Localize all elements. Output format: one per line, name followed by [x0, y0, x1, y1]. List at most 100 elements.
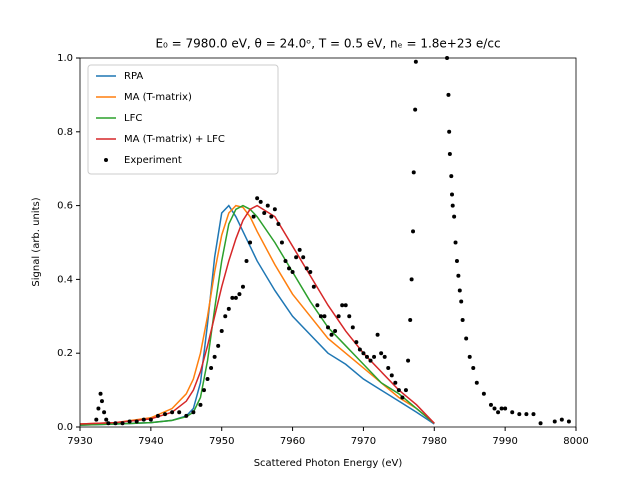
- data-point: [304, 266, 309, 271]
- data-point: [262, 210, 267, 215]
- data-point: [106, 421, 111, 426]
- data-point: [408, 317, 413, 322]
- data-point: [488, 402, 493, 407]
- data-point: [406, 358, 411, 363]
- data-point: [177, 410, 182, 415]
- data-point: [233, 295, 238, 300]
- data-point: [396, 388, 401, 393]
- data-point: [329, 332, 334, 337]
- x-tick-label: 7960: [280, 436, 305, 447]
- x-axis-label: Scattered Photon Energy (eV): [254, 458, 403, 469]
- data-point: [496, 410, 501, 415]
- data-point: [354, 340, 359, 345]
- data-point: [205, 377, 210, 382]
- data-point: [333, 329, 338, 334]
- data-point: [223, 314, 228, 319]
- y-axis-label: Signal (arb. units): [31, 197, 42, 286]
- data-point: [343, 303, 348, 308]
- legend-label: Experiment: [124, 155, 182, 166]
- x-tick-label: 7940: [138, 436, 163, 447]
- data-point: [368, 358, 373, 363]
- data-point: [411, 170, 416, 175]
- data-point: [361, 351, 366, 356]
- data-point: [248, 240, 253, 245]
- data-point: [315, 303, 320, 308]
- data-point: [510, 410, 515, 415]
- data-point: [216, 343, 221, 348]
- y-tick-label: 0.6: [57, 201, 73, 212]
- data-point: [98, 391, 103, 396]
- data-point: [276, 222, 281, 227]
- data-point: [393, 380, 398, 385]
- data-point: [413, 107, 418, 112]
- data-point: [209, 365, 214, 370]
- data-point: [450, 203, 455, 208]
- data-point: [170, 410, 175, 415]
- y-tick-label: 0.4: [57, 274, 73, 285]
- data-point: [96, 406, 101, 411]
- data-point: [237, 292, 242, 297]
- data-point: [244, 258, 249, 263]
- data-point: [120, 421, 125, 426]
- data-point: [492, 406, 497, 411]
- data-point: [559, 417, 564, 422]
- data-point: [294, 255, 299, 260]
- x-tick-label: 7980: [422, 436, 447, 447]
- data-point: [347, 314, 352, 319]
- data-point: [283, 258, 288, 263]
- data-point: [134, 419, 139, 424]
- y-tick-label: 1.0: [57, 53, 73, 64]
- data-point: [566, 419, 571, 424]
- data-point: [191, 410, 196, 415]
- data-point: [503, 406, 508, 411]
- data-point: [290, 270, 295, 275]
- legend-box: [87, 64, 279, 175]
- data-point: [104, 417, 109, 422]
- data-point: [265, 203, 270, 208]
- data-point: [403, 388, 408, 393]
- data-point: [450, 192, 454, 197]
- data-point: [258, 199, 263, 204]
- data-point: [251, 214, 256, 219]
- data-point: [413, 59, 418, 64]
- data-point: [531, 412, 536, 417]
- data-point: [226, 306, 231, 311]
- data-point: [517, 412, 522, 417]
- data-point: [524, 412, 529, 417]
- data-point: [449, 174, 454, 179]
- data-point: [459, 299, 464, 304]
- x-tick-label: 8000: [563, 436, 588, 447]
- data-point: [538, 421, 543, 426]
- data-point: [409, 277, 414, 282]
- data-point: [350, 325, 355, 330]
- data-point: [379, 351, 384, 356]
- data-point: [148, 417, 153, 422]
- data-point: [202, 388, 206, 393]
- data-point: [269, 214, 274, 219]
- y-tick-label: 0.0: [57, 422, 73, 433]
- data-point: [198, 402, 203, 407]
- x-tick-label: 7950: [209, 436, 234, 447]
- y-tick-label: 0.8: [57, 127, 73, 138]
- legend-label: LFC: [124, 113, 142, 124]
- data-point: [301, 255, 306, 260]
- series-line: [80, 204, 435, 425]
- data-point: [457, 288, 462, 293]
- data-point: [474, 380, 479, 385]
- data-point: [400, 395, 405, 400]
- data-point: [99, 399, 104, 404]
- data-point: [382, 354, 387, 359]
- data-point: [113, 421, 118, 426]
- data-point: [386, 365, 391, 370]
- data-point: [357, 347, 362, 352]
- data-point: [467, 354, 472, 359]
- data-point: [155, 413, 160, 418]
- data-point: [552, 419, 557, 424]
- data-point: [287, 266, 292, 271]
- legend-label: MA (T-matrix) + LFC: [124, 134, 225, 145]
- data-point: [464, 336, 469, 341]
- legend-label: RPA: [124, 71, 143, 82]
- data-point: [499, 406, 504, 411]
- data-point: [240, 284, 245, 289]
- data-point: [94, 417, 99, 422]
